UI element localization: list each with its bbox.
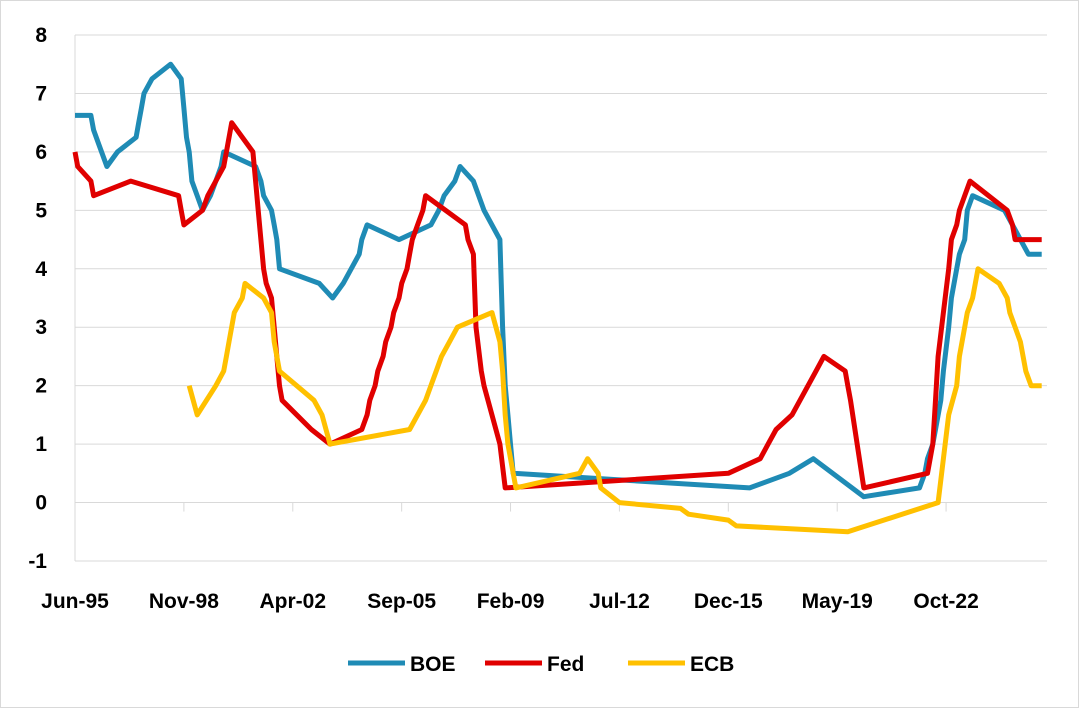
x-tick-label: Oct-22 xyxy=(913,590,978,613)
y-tick-label: 5 xyxy=(35,199,47,222)
series-line-fed xyxy=(72,120,1042,491)
y-tick-label: 8 xyxy=(35,24,47,47)
y-tick-label: -1 xyxy=(28,550,47,573)
legend-label-fed: Fed xyxy=(547,653,584,676)
y-tick-label: 3 xyxy=(35,316,47,339)
y-tick-label: 1 xyxy=(35,433,47,456)
x-tick-label: Feb-09 xyxy=(477,590,545,613)
y-tick-label: 0 xyxy=(35,492,47,515)
y-tick-label: 7 xyxy=(35,82,47,105)
series-line-boe xyxy=(75,61,1042,500)
legend-label-ecb: ECB xyxy=(690,653,734,676)
x-tick-label: Jul-12 xyxy=(589,590,650,613)
y-axis-ticks: -1 0 1 2 3 4 5 6 7 8 xyxy=(28,24,47,573)
x-tick-label: Sep-05 xyxy=(367,590,436,613)
y-tick-label: 6 xyxy=(35,141,47,164)
x-tick-label: Dec-15 xyxy=(694,590,763,613)
x-tick-label: Nov-98 xyxy=(149,590,219,613)
series-line-ecb xyxy=(186,266,1042,535)
series-lines xyxy=(72,61,1042,535)
x-axis-ticks: Jun-95 Nov-98 Apr-02 Sep-05 Feb-09 Jul-12 Dec-… xyxy=(41,502,979,613)
x-tick-label: Jun-95 xyxy=(41,590,109,613)
y-tick-label: 2 xyxy=(35,375,47,398)
y-tick-label: 4 xyxy=(35,258,47,281)
legend: BOE Fed ECB xyxy=(348,653,734,676)
gridlines xyxy=(75,34,1047,562)
legend-label-boe: BOE xyxy=(410,653,456,676)
x-tick-label: May-19 xyxy=(802,590,873,613)
x-tick-label: Apr-02 xyxy=(260,590,327,613)
